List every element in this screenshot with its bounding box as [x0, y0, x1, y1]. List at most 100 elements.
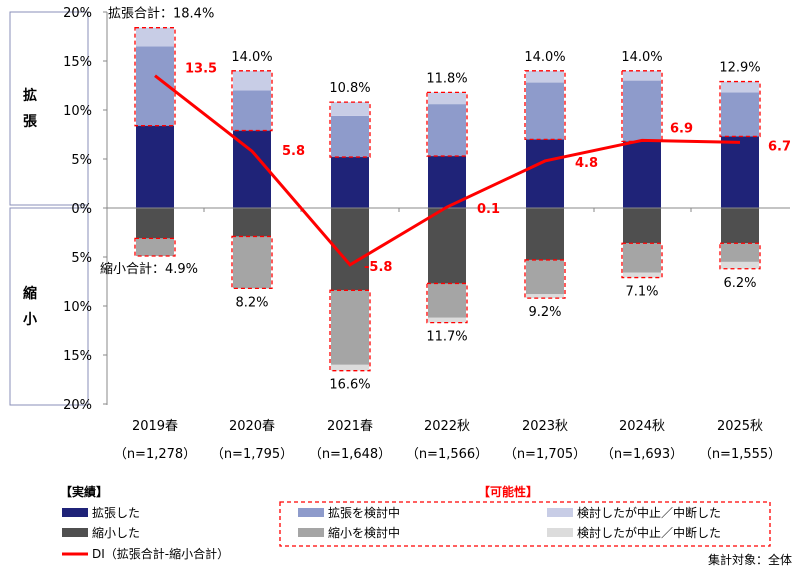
category-label: 2023秋: [522, 419, 568, 434]
shrink-total-label: 9.2%: [528, 305, 561, 320]
legend-label-4: 縮小を検討中: [328, 525, 400, 540]
possibility-legend-box: [279, 501, 771, 547]
di-value-label: 6.7: [768, 139, 791, 154]
y-tick-label: 10%: [63, 300, 92, 315]
possibility-box: [524, 259, 566, 299]
category-label: 2021春: [327, 419, 373, 434]
bar-segment-1: [331, 115, 369, 158]
bar-segment-5: [623, 272, 661, 278]
bar-segment-4: [526, 259, 564, 295]
bar-segment-0: [721, 136, 759, 208]
bar-segment-1: [721, 92, 759, 137]
bar-segment-0: [428, 156, 466, 208]
sample-size-label: （n=1,648）: [309, 447, 391, 462]
legend-label-di: DI（拡張合計-縮小合計）: [92, 546, 229, 561]
y-tick-label: 20%: [63, 398, 92, 413]
possibility-box: [426, 91, 468, 157]
shrink-total-label: 6.2%: [723, 276, 756, 291]
bar-segment-1: [233, 90, 271, 131]
side-label-shrink: 縮: [23, 285, 37, 302]
y-tick-label: 15%: [63, 349, 92, 364]
bar-segment-4: [136, 238, 174, 257]
bar-segment-4: [233, 236, 271, 289]
shrink-side-box: [9, 207, 89, 406]
possibility-box: [719, 242, 761, 270]
bar-segment-4: [623, 243, 661, 273]
sample-size-label: （n=1,693）: [601, 447, 683, 462]
legend-label-1: 拡張を検討中: [328, 505, 400, 520]
bar-segment-4: [721, 243, 759, 262]
possibility-box: [719, 80, 761, 138]
shrink-total-label: 縮小合計：4.9%: [100, 261, 198, 277]
bar-segment-5: [526, 294, 564, 299]
y-tick-label: 15%: [63, 55, 92, 70]
possibility-box: [524, 70, 566, 141]
shrink-total-label: 16.6%: [329, 378, 370, 393]
legend-title-actual: 【実績】: [60, 484, 108, 499]
di-value-label: 6.9: [670, 121, 693, 136]
legend-swatch-3: [62, 528, 88, 537]
sample-size-label: （n=1,555）: [699, 447, 781, 462]
legend-swatch-1: [298, 508, 324, 517]
category-label: 2025秋: [717, 419, 763, 434]
bar-segment-2: [136, 27, 174, 47]
possibility-box: [426, 282, 468, 324]
y-tick-label: 5%: [71, 251, 92, 266]
sample-size-label: （n=1,795）: [211, 447, 293, 462]
bar-segment-3: [136, 208, 174, 239]
bar-segment-4: [428, 283, 466, 318]
expand-total-label: 12.9%: [719, 61, 760, 76]
bar-segment-1: [428, 104, 466, 157]
expand-side-box: [9, 11, 89, 206]
bar-segment-4: [331, 290, 369, 365]
expand-total-label: 10.8%: [329, 81, 370, 96]
bar-segment-0: [623, 141, 661, 208]
bar-segment-2: [526, 70, 564, 83]
bar-segment-1: [526, 82, 564, 140]
possibility-box: [329, 289, 371, 372]
y-tick-label: 5%: [71, 153, 92, 168]
possibility-box: [134, 237, 176, 257]
bar-segment-3: [233, 208, 271, 237]
y-tick-label: 0%: [71, 202, 92, 217]
category-label: 2020春: [229, 419, 275, 434]
shrink-total-label: 8.2%: [235, 295, 268, 310]
legend-label-5: 検討したが中止／中断した: [577, 525, 721, 540]
category-label: 2024秋: [619, 419, 665, 434]
bar-segment-1: [623, 80, 661, 142]
bar-segment-2: [428, 92, 466, 105]
bar-segment-3: [623, 208, 661, 244]
bar-segment-5: [428, 317, 466, 323]
sample-size-label: （n=1,566）: [406, 447, 488, 462]
shrink-total-label: 11.7%: [426, 330, 467, 345]
y-tick-label: 20%: [63, 6, 92, 21]
bar-segment-0: [136, 125, 174, 208]
bar-segment-2: [721, 81, 759, 93]
possibility-box: [329, 101, 371, 158]
side-label-shrink: 小: [23, 312, 37, 328]
di-value-label: 0.1: [477, 202, 500, 217]
bar-segment-2: [623, 70, 661, 81]
legend-label-0: 拡張した: [92, 506, 140, 520]
category-label: 2019春: [132, 419, 178, 434]
di-value-label: -5.8: [364, 260, 392, 275]
di-value-label: 5.8: [282, 144, 305, 159]
footnote: 集計対象：全体: [708, 552, 792, 567]
expand-total-label: 11.8%: [426, 71, 467, 86]
side-label-expand: 張: [23, 114, 38, 130]
sample-size-label: （n=1,705）: [504, 447, 586, 462]
side-label-expand: 拡: [23, 87, 37, 104]
bar-segment-2: [331, 102, 369, 116]
bar-segment-3: [721, 208, 759, 244]
bar-segment-0: [526, 139, 564, 208]
possibility-box: [134, 27, 176, 127]
legend-swatch-0: [62, 508, 88, 517]
legend-label-3: 縮小した: [92, 525, 140, 540]
di-value-label: 13.5: [185, 62, 217, 77]
possibility-box: [231, 235, 273, 290]
possibility-box: [231, 70, 273, 132]
bar-segment-3: [428, 208, 466, 284]
legend-title-possible: 【可能性】: [478, 484, 538, 499]
